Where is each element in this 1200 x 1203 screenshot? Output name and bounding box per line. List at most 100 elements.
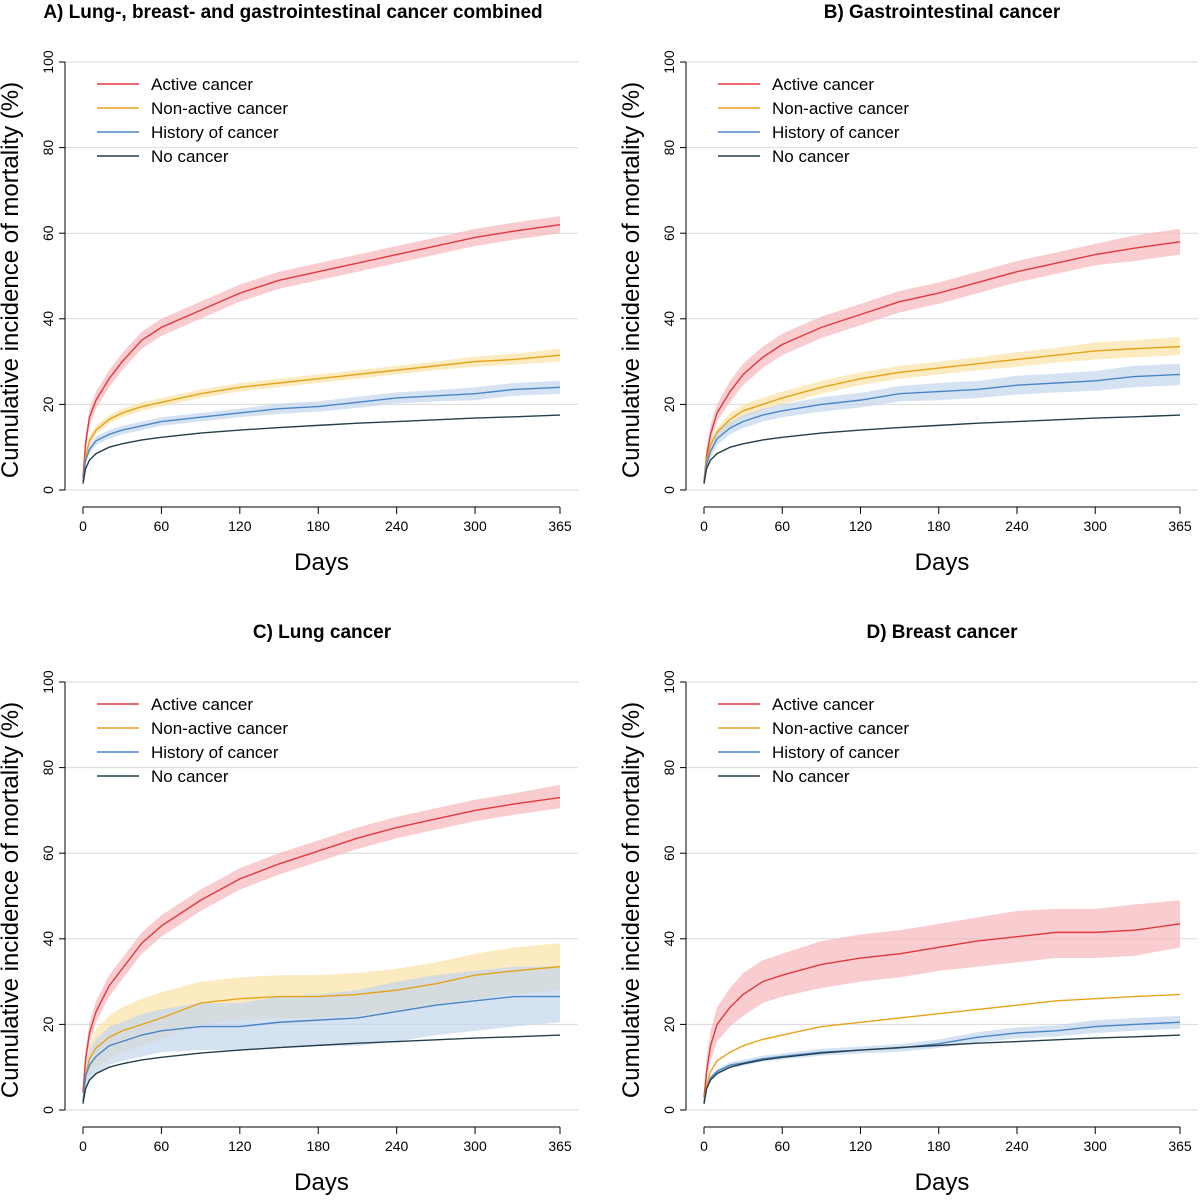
y-tick-label: 60 xyxy=(40,225,56,241)
x-tick-label: 300 xyxy=(1084,1138,1108,1154)
series-line-non-active-cancer xyxy=(82,354,561,482)
series-line-history-of-cancer xyxy=(82,386,561,482)
y-axis-label: Cumulative incidence of mortality (%) xyxy=(0,702,24,1098)
x-axis-label: Days xyxy=(915,549,970,576)
legend-label-no-cancer: No cancer xyxy=(151,147,229,166)
legend-label-active-cancer: Active cancer xyxy=(151,695,253,714)
y-axis-label: Cumulative incidence of mortality (%) xyxy=(618,82,645,478)
x-tick-label: 300 xyxy=(1084,518,1108,534)
x-tick-label: 240 xyxy=(1005,518,1029,534)
panel-title: A) Lung-, breast- and gastrointestinal c… xyxy=(43,2,542,23)
series-line-no-cancer xyxy=(82,1034,561,1104)
x-tick-label: 0 xyxy=(79,518,87,534)
legend-label-no-cancer: No cancer xyxy=(772,147,850,166)
x-tick-label: 120 xyxy=(228,518,252,534)
x-axis-label: Days xyxy=(294,549,349,576)
ci-band-history-of-cancer xyxy=(704,1015,1180,1106)
chart-panel-0: A) Lung-, breast- and gastrointestinal c… xyxy=(0,2,578,576)
x-tick-label: 180 xyxy=(307,518,331,534)
x-tick-label: 120 xyxy=(228,1138,252,1154)
y-tick-label: 80 xyxy=(661,760,677,776)
y-tick-label: 80 xyxy=(40,760,56,776)
x-tick-label: 300 xyxy=(463,1138,487,1154)
y-tick-label: 100 xyxy=(661,50,677,74)
ci-band-history-of-cancer xyxy=(83,966,560,1106)
ci-band-non-active-cancer xyxy=(704,336,1180,486)
series-line-no-cancer xyxy=(703,414,1181,484)
y-tick-label: 100 xyxy=(40,670,56,694)
x-tick-label: 0 xyxy=(700,1138,708,1154)
y-tick-label: 20 xyxy=(40,396,56,412)
series-line-active-cancer xyxy=(82,796,561,1093)
series-line-no-cancer xyxy=(82,414,561,484)
series-line-history-of-cancer xyxy=(703,1021,1181,1104)
y-tick-label: 20 xyxy=(661,1016,677,1032)
ci-band-active-cancer xyxy=(83,216,560,482)
legend-label-non-active-cancer: Non-active cancer xyxy=(151,99,288,118)
x-tick-label: 180 xyxy=(307,1138,331,1154)
x-tick-label: 365 xyxy=(548,518,572,534)
x-tick-label: 180 xyxy=(927,1138,951,1154)
x-tick-label: 60 xyxy=(774,1138,790,1154)
legend-label-active-cancer: Active cancer xyxy=(772,695,874,714)
legend-label-active-cancer: Active cancer xyxy=(151,75,253,94)
ci-band-active-cancer xyxy=(83,784,560,1098)
legend-label-non-active-cancer: Non-active cancer xyxy=(772,719,909,738)
legend-label-history-of-cancer: History of cancer xyxy=(772,123,900,142)
chart-panel-3: D) Breast cancer 0 20 40 60 80 100 0 60 120 180 240… xyxy=(618,622,1198,1196)
series-line-non-active-cancer xyxy=(703,993,1181,1102)
y-tick-label: 0 xyxy=(661,486,677,494)
panel-title: D) Breast cancer xyxy=(866,622,1018,643)
ci-band-non-active-cancer xyxy=(83,348,560,484)
y-tick-label: 0 xyxy=(661,1106,677,1114)
chart-panel-1: B) Gastrointestinal cancer 0 20 40 60 80 100 0 6… xyxy=(618,2,1198,576)
x-tick-label: 120 xyxy=(849,518,873,534)
x-tick-label: 180 xyxy=(927,518,951,534)
x-tick-label: 0 xyxy=(79,1138,87,1154)
y-tick-label: 20 xyxy=(661,396,677,412)
legend-label-no-cancer: No cancer xyxy=(772,767,850,786)
y-tick-label: 80 xyxy=(661,140,677,156)
y-tick-label: 100 xyxy=(661,670,677,694)
y-tick-label: 60 xyxy=(40,845,56,861)
y-axis-label: Cumulative incidence of mortality (%) xyxy=(618,702,645,1098)
ci-band-active-cancer xyxy=(704,228,1180,486)
legend-label-history-of-cancer: History of cancer xyxy=(151,743,279,762)
chart-panel-2: C) Lung cancer 0 20 40 60 80 100 0 60 120 180 240 30… xyxy=(0,622,578,1196)
series-line-non-active-cancer xyxy=(82,965,561,1102)
legend-label-non-active-cancer: Non-active cancer xyxy=(772,99,909,118)
legend-label-history-of-cancer: History of cancer xyxy=(151,123,279,142)
x-tick-label: 240 xyxy=(385,1138,409,1154)
panel-title: C) Lung cancer xyxy=(253,622,392,643)
series-line-active-cancer xyxy=(703,241,1181,482)
x-tick-label: 240 xyxy=(1005,1138,1029,1154)
x-tick-label: 365 xyxy=(1168,1138,1192,1154)
series-line-history-of-cancer xyxy=(703,373,1181,484)
x-tick-label: 60 xyxy=(154,1138,170,1154)
legend-label-no-cancer: No cancer xyxy=(151,767,229,786)
x-tick-label: 120 xyxy=(849,1138,873,1154)
x-tick-label: 60 xyxy=(774,518,790,534)
y-tick-label: 100 xyxy=(40,50,56,74)
y-tick-label: 40 xyxy=(661,311,677,327)
y-tick-label: 40 xyxy=(661,931,677,947)
x-tick-label: 365 xyxy=(1168,518,1192,534)
y-tick-label: 0 xyxy=(40,486,56,494)
series-line-active-cancer xyxy=(703,923,1181,1098)
x-axis-label: Days xyxy=(294,1169,349,1196)
legend-label-non-active-cancer: Non-active cancer xyxy=(151,719,288,738)
series-line-history-of-cancer xyxy=(82,995,560,1102)
ci-band-history-of-cancer xyxy=(83,380,560,484)
x-tick-label: 60 xyxy=(154,518,170,534)
y-axis-label: Cumulative incidence of mortality (%) xyxy=(0,82,24,478)
series-line-active-cancer xyxy=(82,223,561,478)
x-tick-label: 300 xyxy=(463,518,487,534)
y-tick-label: 20 xyxy=(40,1016,56,1032)
y-tick-label: 40 xyxy=(40,311,56,327)
y-tick-label: 0 xyxy=(40,1106,56,1114)
y-tick-label: 40 xyxy=(40,931,56,947)
y-tick-label: 60 xyxy=(661,225,677,241)
ci-band-history-of-cancer xyxy=(704,363,1180,486)
legend-label-active-cancer: Active cancer xyxy=(772,75,874,94)
